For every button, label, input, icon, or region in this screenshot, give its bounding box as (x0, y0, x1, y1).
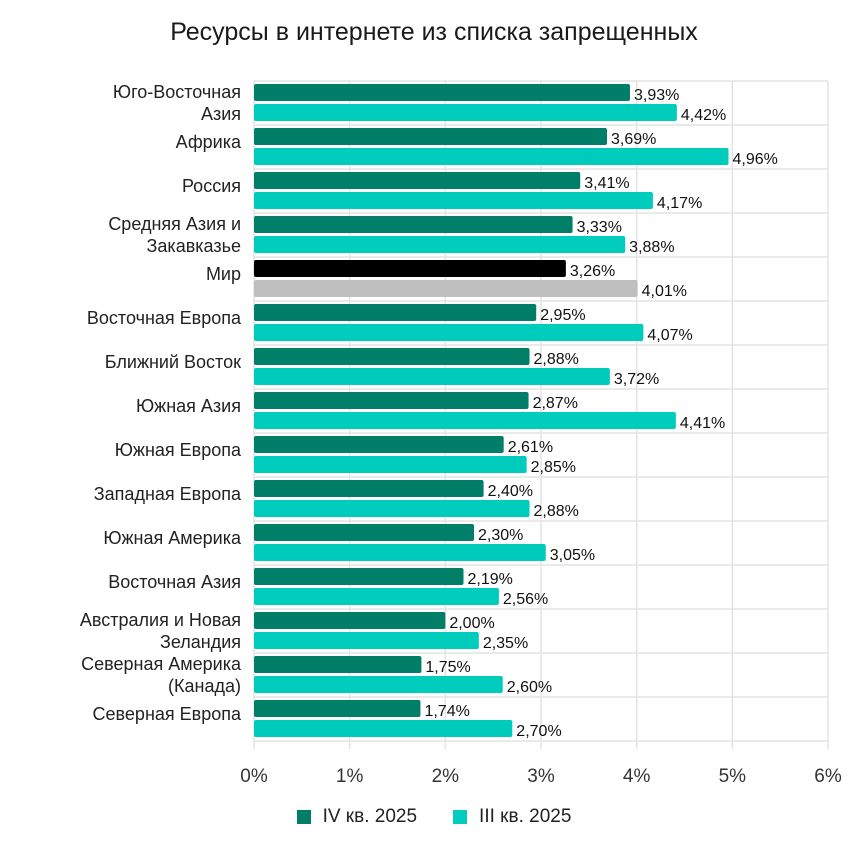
category-label: Мир (206, 264, 241, 284)
data-label: 1,74% (424, 703, 469, 720)
data-label: 3,05% (550, 547, 595, 564)
category-label: Южная Америка (103, 528, 242, 548)
data-label: 3,33% (577, 219, 622, 236)
legend-swatch-q4 (296, 810, 311, 824)
x-tick-label: 4% (623, 766, 651, 787)
data-label: 2,70% (516, 723, 561, 740)
x-tick-label: 6% (814, 766, 842, 787)
data-label: 1,75% (425, 659, 470, 676)
data-label: 3,69% (611, 131, 656, 148)
bar-q3 (254, 588, 499, 605)
x-tick-label: 0% (240, 766, 268, 787)
bar-q3 (254, 368, 610, 385)
category-label: Австралия и Новая Зеландия (80, 610, 241, 652)
data-label: 2,61% (508, 439, 553, 456)
category-label: Западная Европа (94, 484, 242, 504)
x-tick-label: 3% (527, 766, 555, 787)
bar-q3 (254, 632, 479, 649)
category-label: Северная Европа (93, 704, 242, 724)
category-label: Восточная Азия (108, 572, 241, 592)
chart-title: Ресурсы в интернете из списка запрещенны… (170, 18, 698, 46)
category-label: Средняя Азия и Закавказье (108, 214, 241, 256)
category-label: Россия (182, 176, 241, 196)
bar-q3 (254, 324, 644, 341)
x-tick-label: 5% (719, 766, 747, 787)
category-label: Африка (176, 132, 242, 152)
bar-q4 (254, 216, 573, 233)
bar-q3 (254, 412, 676, 429)
category-label: Ближний Восток (105, 352, 241, 372)
data-label: 2,30% (478, 527, 523, 544)
bar-q3 (254, 104, 677, 121)
legend-swatch-q3 (453, 810, 468, 824)
data-label: 3,93% (634, 87, 679, 104)
category-label: Южная Европа (115, 440, 242, 460)
bar-q3 (254, 676, 503, 693)
bar-q4 (254, 128, 608, 145)
bar-q3 (254, 236, 626, 253)
data-label: 2,56% (503, 591, 548, 608)
category-label: Южная Азия (136, 396, 241, 416)
data-label: 3,26% (570, 263, 615, 280)
data-label: 4,41% (680, 415, 725, 432)
data-label: 4,96% (733, 151, 778, 168)
bar-q4 (254, 700, 421, 717)
category-label: Северная Америка (Канада) (81, 654, 242, 696)
bar-q4 (254, 480, 484, 497)
bar-q4 (254, 436, 504, 453)
data-label: 2,40% (488, 483, 533, 500)
bar-q3 (254, 456, 527, 473)
data-label: 3,41% (584, 175, 629, 192)
bar-q4 (254, 172, 581, 189)
data-label: 2,95% (540, 307, 585, 324)
bar-q4 (254, 348, 530, 365)
legend-item-q3: III кв. 2025 (453, 806, 571, 828)
bar-q3 (254, 720, 513, 737)
bar-q4 (254, 612, 446, 629)
data-label: 4,01% (642, 283, 687, 300)
bar-q4 (254, 84, 630, 101)
bar-q4 (254, 568, 464, 585)
bar-q4 (254, 260, 566, 277)
bar-q3 (254, 192, 653, 209)
bar-q3 (254, 500, 530, 517)
bar-q3 (254, 148, 729, 165)
data-label: 2,35% (483, 635, 528, 652)
data-label: 4,17% (657, 195, 702, 212)
data-label: 3,72% (614, 371, 659, 388)
bar-q4 (254, 524, 475, 541)
category-label: Восточная Европа (87, 308, 242, 328)
legend: IV кв. 2025 III кв. 2025 (0, 806, 868, 828)
data-label: 2,60% (507, 679, 552, 696)
data-label: 4,42% (681, 107, 726, 124)
data-label: 2,88% (534, 503, 579, 520)
data-label: 2,88% (534, 351, 579, 368)
data-label: 2,85% (531, 459, 576, 476)
bar-q4 (254, 656, 422, 673)
bar-q3 (254, 280, 638, 297)
bar-q3 (254, 544, 546, 561)
data-label: 4,07% (647, 327, 692, 344)
data-label: 3,88% (629, 239, 674, 256)
bar-q4 (254, 392, 529, 409)
legend-label-q4: IV кв. 2025 (322, 806, 418, 827)
x-tick-label: 1% (336, 766, 364, 787)
legend-label-q3: III кв. 2025 (479, 806, 572, 827)
data-label: 2,19% (468, 571, 513, 588)
data-label: 2,87% (533, 395, 578, 412)
x-tick-label: 2% (432, 766, 460, 787)
legend-item-q4: IV кв. 2025 (296, 806, 418, 828)
data-label: 2,00% (449, 615, 494, 632)
bar-q4 (254, 304, 537, 321)
category-label: Юго-Восточная Азия (113, 82, 241, 124)
